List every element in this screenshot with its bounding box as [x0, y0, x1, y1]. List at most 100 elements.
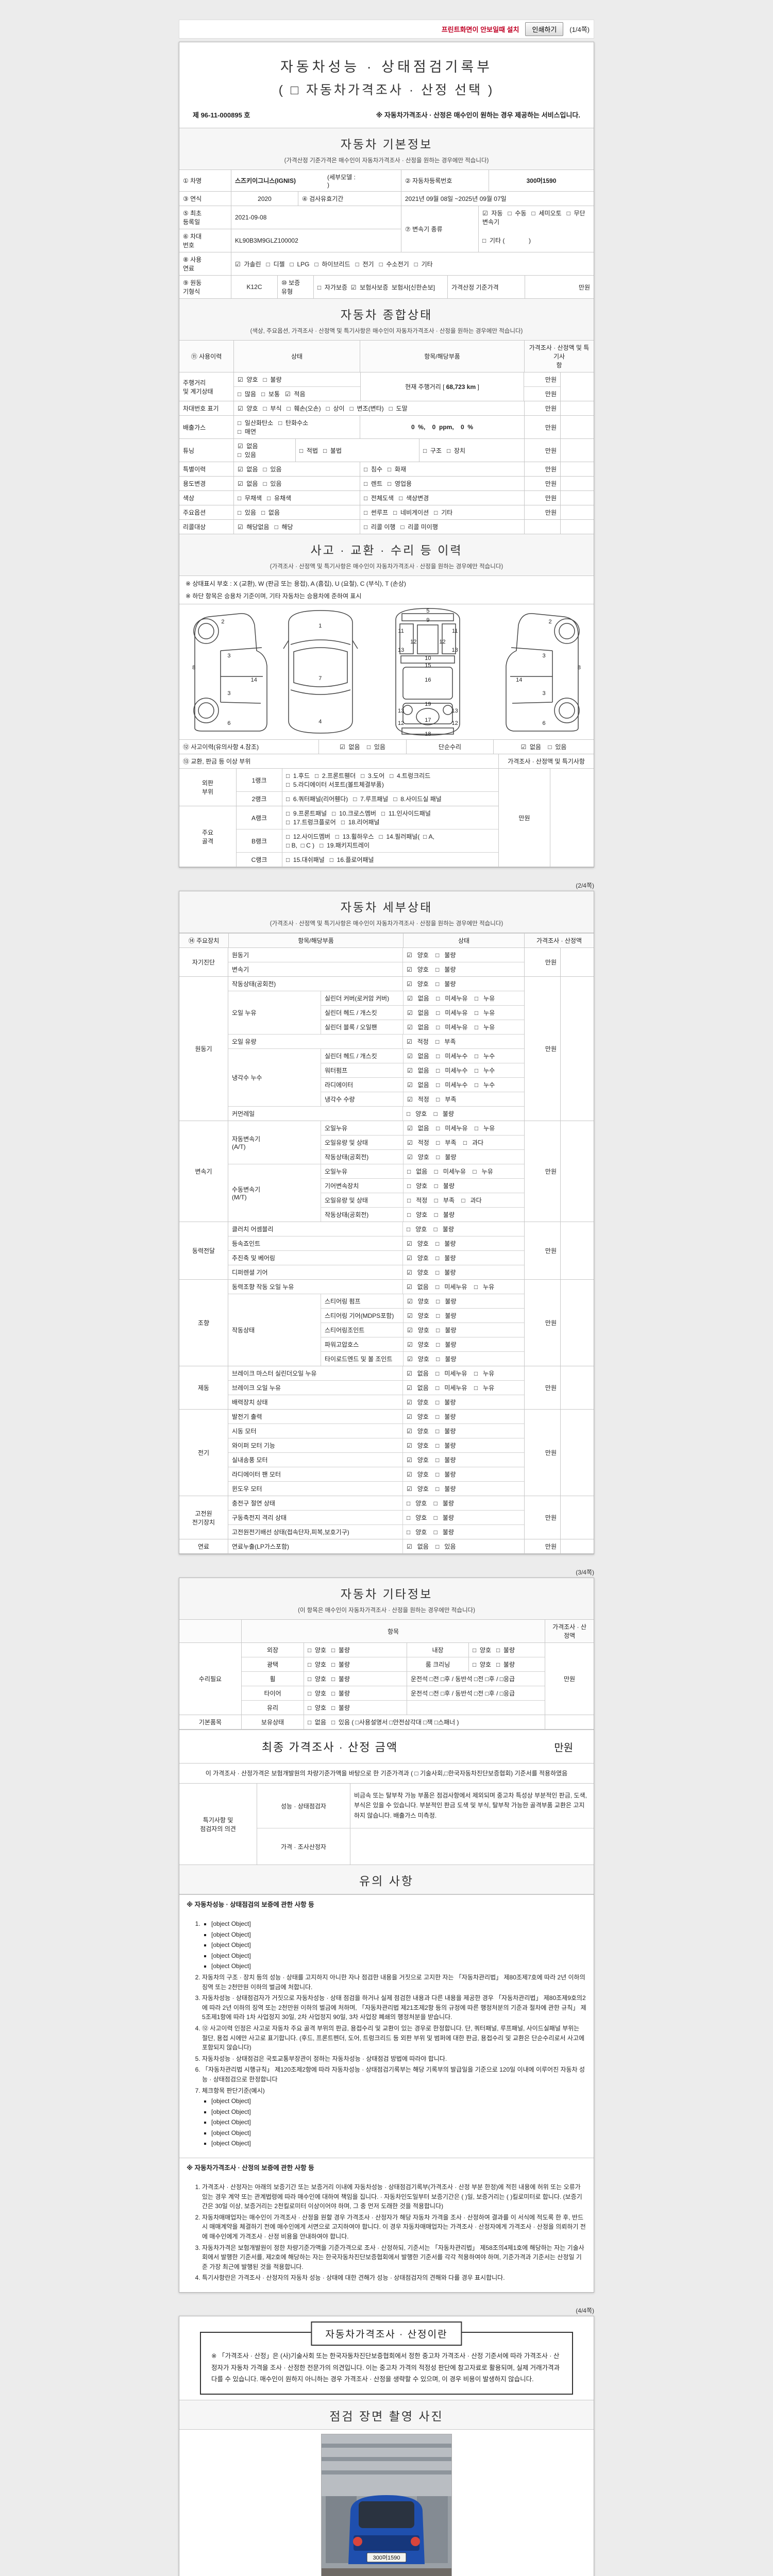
detail-subitem: 냉각수 수량 — [321, 1092, 404, 1106]
detail-remark-cell — [560, 1222, 594, 1279]
detail-subitem-state: □ 적정 □ 부족 □ 과다 — [407, 1197, 482, 1204]
detail-item: 오일 유량 — [228, 1035, 403, 1048]
vin-mark-state: ☑ 양호 □ 부식 □ 훼손(오손) □ 상이 □ 변조(변타) □ 도말 — [233, 401, 524, 415]
item-header: 항목/해당부품 — [360, 341, 524, 372]
price-cell: 만원 — [524, 372, 560, 387]
detail-subitem: 오일누유 — [321, 1164, 404, 1178]
standard-note: 이 가격조사 · 산정가격은 보험개발원의 차량기준가액을 바탕으로 한 기준가… — [179, 1764, 594, 1784]
detail-subitem: 오일누유 — [321, 1121, 404, 1135]
wheel-state: □ 양호 □ 불량 — [304, 1672, 407, 1686]
notice-item: 자동차가격은 보험개발원이 정한 차량기준가액을 기준가격으로 조사 · 산정하… — [202, 2243, 586, 2272]
emission-label: 배출가스 — [183, 423, 206, 431]
rank-items: □ 1.후드 □ 2.프론트휀더 □ 3.도어 □ 4.트렁크리드 □ 5.라디… — [282, 769, 498, 791]
notice-item: 자동차성능 · 상태점검은 국토교통부장관이 정하는 자동차성능 · 상태점검 … — [202, 2054, 586, 2064]
section-overall-header: 자동차 종합상태 (색상, 주요옵션, 가격조사 · 산정액 및 특기사항은 매… — [179, 299, 594, 341]
detail-subitem: 오일유량 및 상태 — [321, 1193, 404, 1207]
detail-price-cell: 만원 — [524, 948, 560, 976]
device-group-label: 원동기 — [179, 977, 228, 1121]
notice-bullet: [object Object] — [211, 1919, 586, 1929]
price-cell: 만원 — [524, 505, 560, 519]
diagram-part-number: 3 — [542, 690, 546, 697]
fuel-options: ☑ 가솔린 □ 디젤 □ LPG □ 하이브리드 □ 전기 □ 수소전기 □ 기… — [231, 252, 594, 275]
diagram-part-number: 17 — [425, 717, 431, 724]
panel-group-label: 외판 부위 — [201, 779, 214, 795]
diagram-part-number: 3 — [227, 690, 231, 697]
pricing-explain-body: ※ 「가격조사 · 산정」은 (사)기술사회 또는 한국자동차진단보증협회에서 … — [211, 2352, 560, 2383]
remark-cell — [560, 401, 594, 415]
price-header: 가격조사 · 산정액 및 특기사 항 — [524, 341, 594, 372]
vin-label: ⑥ 차대 번호 — [179, 229, 231, 252]
notice-item: 체크항목 판단기준(예시)[object Object][object Obje… — [202, 2086, 586, 2149]
notice-item: [object Object][object Object][object Ob… — [202, 1919, 586, 1971]
detail-subitem: 기어변속장치 — [321, 1179, 404, 1193]
detail-item-group: 작동상태 — [228, 1294, 321, 1366]
inspection-photos: 300머1590 — [179, 2430, 594, 2576]
appraiser-opinion-label: 가격 · 조사산정자 — [281, 1843, 326, 1851]
rank-items: □ 6.쿼터패널(리어휀다) □ 7.루프패널 □ 8.사이드실 패널 — [282, 792, 498, 806]
inspection-period-value: 2021년 09월 08일 ~2025년 09월 07일 — [401, 192, 594, 206]
vin-value: KL90B3M9GLZ100002 — [231, 229, 401, 252]
section-etc-title: 자동차 기타정보 — [340, 1587, 433, 1601]
etc-item-header: 항목 — [241, 1620, 545, 1642]
detail-item-state: ☑ 양호 □ 불량 — [407, 1428, 456, 1435]
transmission-options-1: ☑ 자동 □ 수동 □ 세미오토 □ 무단변속기 — [482, 210, 585, 226]
notice-item: 「자동차관리법 시행규칙」 제120조제2항에 따라 자동차성능 · 상태점검기… — [202, 2065, 586, 2084]
screen: 프린트화면이 안보일때 설치 인쇄하기 (1/4쪽) 자동차성능 · 상태점검기… — [0, 20, 773, 2576]
detail-price-cell: 만원 — [524, 1222, 560, 1279]
detail-item-state: ☑ 양호 □ 불량 — [407, 966, 456, 973]
price-cell — [524, 520, 560, 534]
repair-needed-label: 수리필요 — [198, 1675, 222, 1683]
inspector-opinion-label: 성능 · 상태점검자 — [281, 1802, 326, 1810]
detail-item: 브레이크 마스터 실린더오일 누유 — [228, 1366, 403, 1380]
price-cell: 만원 — [545, 390, 557, 398]
rank-remark-cell — [550, 769, 594, 867]
price-header: 가격조사 · 산정액 — [524, 934, 594, 947]
detail-subitem: 실린더 헤드 / 개스킷 — [321, 1049, 404, 1063]
detail-item-group: 냉각수 누수 — [228, 1049, 321, 1106]
simple-repair-state: ☑ 없음 □ 있음 — [493, 740, 594, 754]
device-group-label: 변속기 — [179, 1121, 228, 1222]
detail-subitem: 오일유량 및 상태 — [321, 1136, 404, 1149]
document-title-block: 자동차성능 · 상태점검기록부 ( □ 자동차가격조사 · 산정 선택 ) — [179, 42, 594, 103]
notice-bullet: [object Object] — [211, 2096, 586, 2106]
rank-items: □ 9.프론트패널 □ 10.크로스멤버 □ 11.인사이드패널 □ 17.트렁… — [282, 806, 498, 829]
notice-block1-heading: ※ 자동차성능 · 상태점검의 보증에 관한 사항 등 — [179, 1894, 594, 1913]
section-detail-header: 자동차 세부상태 (가격조사 · 산정액 및 특기사항은 매수인이 자동차가격조… — [179, 891, 594, 933]
reg-number-label: ② 자동차등록번호 — [401, 170, 489, 191]
detail-subitem-state: ☑ 양호 □ 불량 — [407, 1355, 457, 1363]
install-notice-link[interactable]: 프린트화면이 안보일때 설치 — [441, 26, 519, 33]
detail-item-state: ☑ 양호 □ 불량 — [407, 1485, 456, 1493]
diagram-part-number: 2 — [548, 619, 552, 625]
notice-bullet: [object Object] — [211, 1951, 586, 1961]
inspection-photo-rear: 300머1590 — [321, 2433, 452, 2576]
fuel-label: ⑧ 사용 연료 — [179, 252, 231, 275]
mileage-label: 주행거리 및 계기상태 — [183, 379, 213, 395]
exterior-label: 외장 — [266, 1647, 279, 1654]
room-cleaning-state: □ 양호 □ 불량 — [468, 1657, 545, 1671]
detail-remark-cell — [560, 1121, 594, 1222]
pricing-explain-box: 자동차가격조사 · 산정이란 ※ 「가격조사 · 산정」은 (사)기술사회 또는… — [200, 2321, 573, 2395]
detail-item-state: ☑ 양호 □ 불량 — [407, 1442, 456, 1449]
car-damage-diagram: 2 8 3 14 3 6 1 7 4 5 9 11 11 12 12 13 13 10 15 16 19 13 13 17 12… — [179, 604, 594, 739]
detail-item-group: 자동변속기 (A/T) — [228, 1121, 321, 1164]
base-price-unit: 만원 — [525, 276, 594, 298]
recall-state: ☑ 해당없음 □ 해당 — [233, 520, 360, 534]
diagram-part-number: 14 — [516, 676, 523, 683]
detail-item-state: ☑ 양호 □ 불량 — [407, 1269, 456, 1276]
reg-number-value: 300머1590 — [489, 170, 594, 191]
detail-subitem: 라디에이터 — [321, 1078, 404, 1092]
detail-subitem-state: ☑ 없음 □ 미세누수 □ 누수 — [407, 1067, 495, 1074]
base-price-label: 가격산정 기준가격 — [447, 276, 525, 298]
detail-state-table: 자기진단 원동기 ☑ 양호 □ 불량 변속기 ☑ 양호 □ 불량 만원 원동기 작동상태(공회… — [179, 947, 594, 1554]
diagram-part-number: 13 — [398, 707, 405, 714]
print-button[interactable]: 인쇄하기 — [525, 22, 564, 36]
section-detail-title: 자동차 세부상태 — [340, 901, 433, 914]
detail-item: 클러치 어셈블리 — [228, 1222, 403, 1236]
detail-subitem-state: ☑ 없음 □ 미세누유 □ 누유 — [407, 1009, 495, 1016]
diagram-part-number: 4 — [318, 718, 322, 725]
detail-item-state: □ 양호 □ 불량 — [407, 1529, 454, 1536]
model-year-value: 2020 — [231, 192, 298, 206]
recall-items: □ 리콜 이행 □ 리콜 미이행 — [360, 520, 524, 534]
detail-item: 동력조향 작동 오일 누유 — [228, 1280, 403, 1294]
detail-item-state: ☑ 양호 □ 불량 — [407, 1413, 456, 1420]
